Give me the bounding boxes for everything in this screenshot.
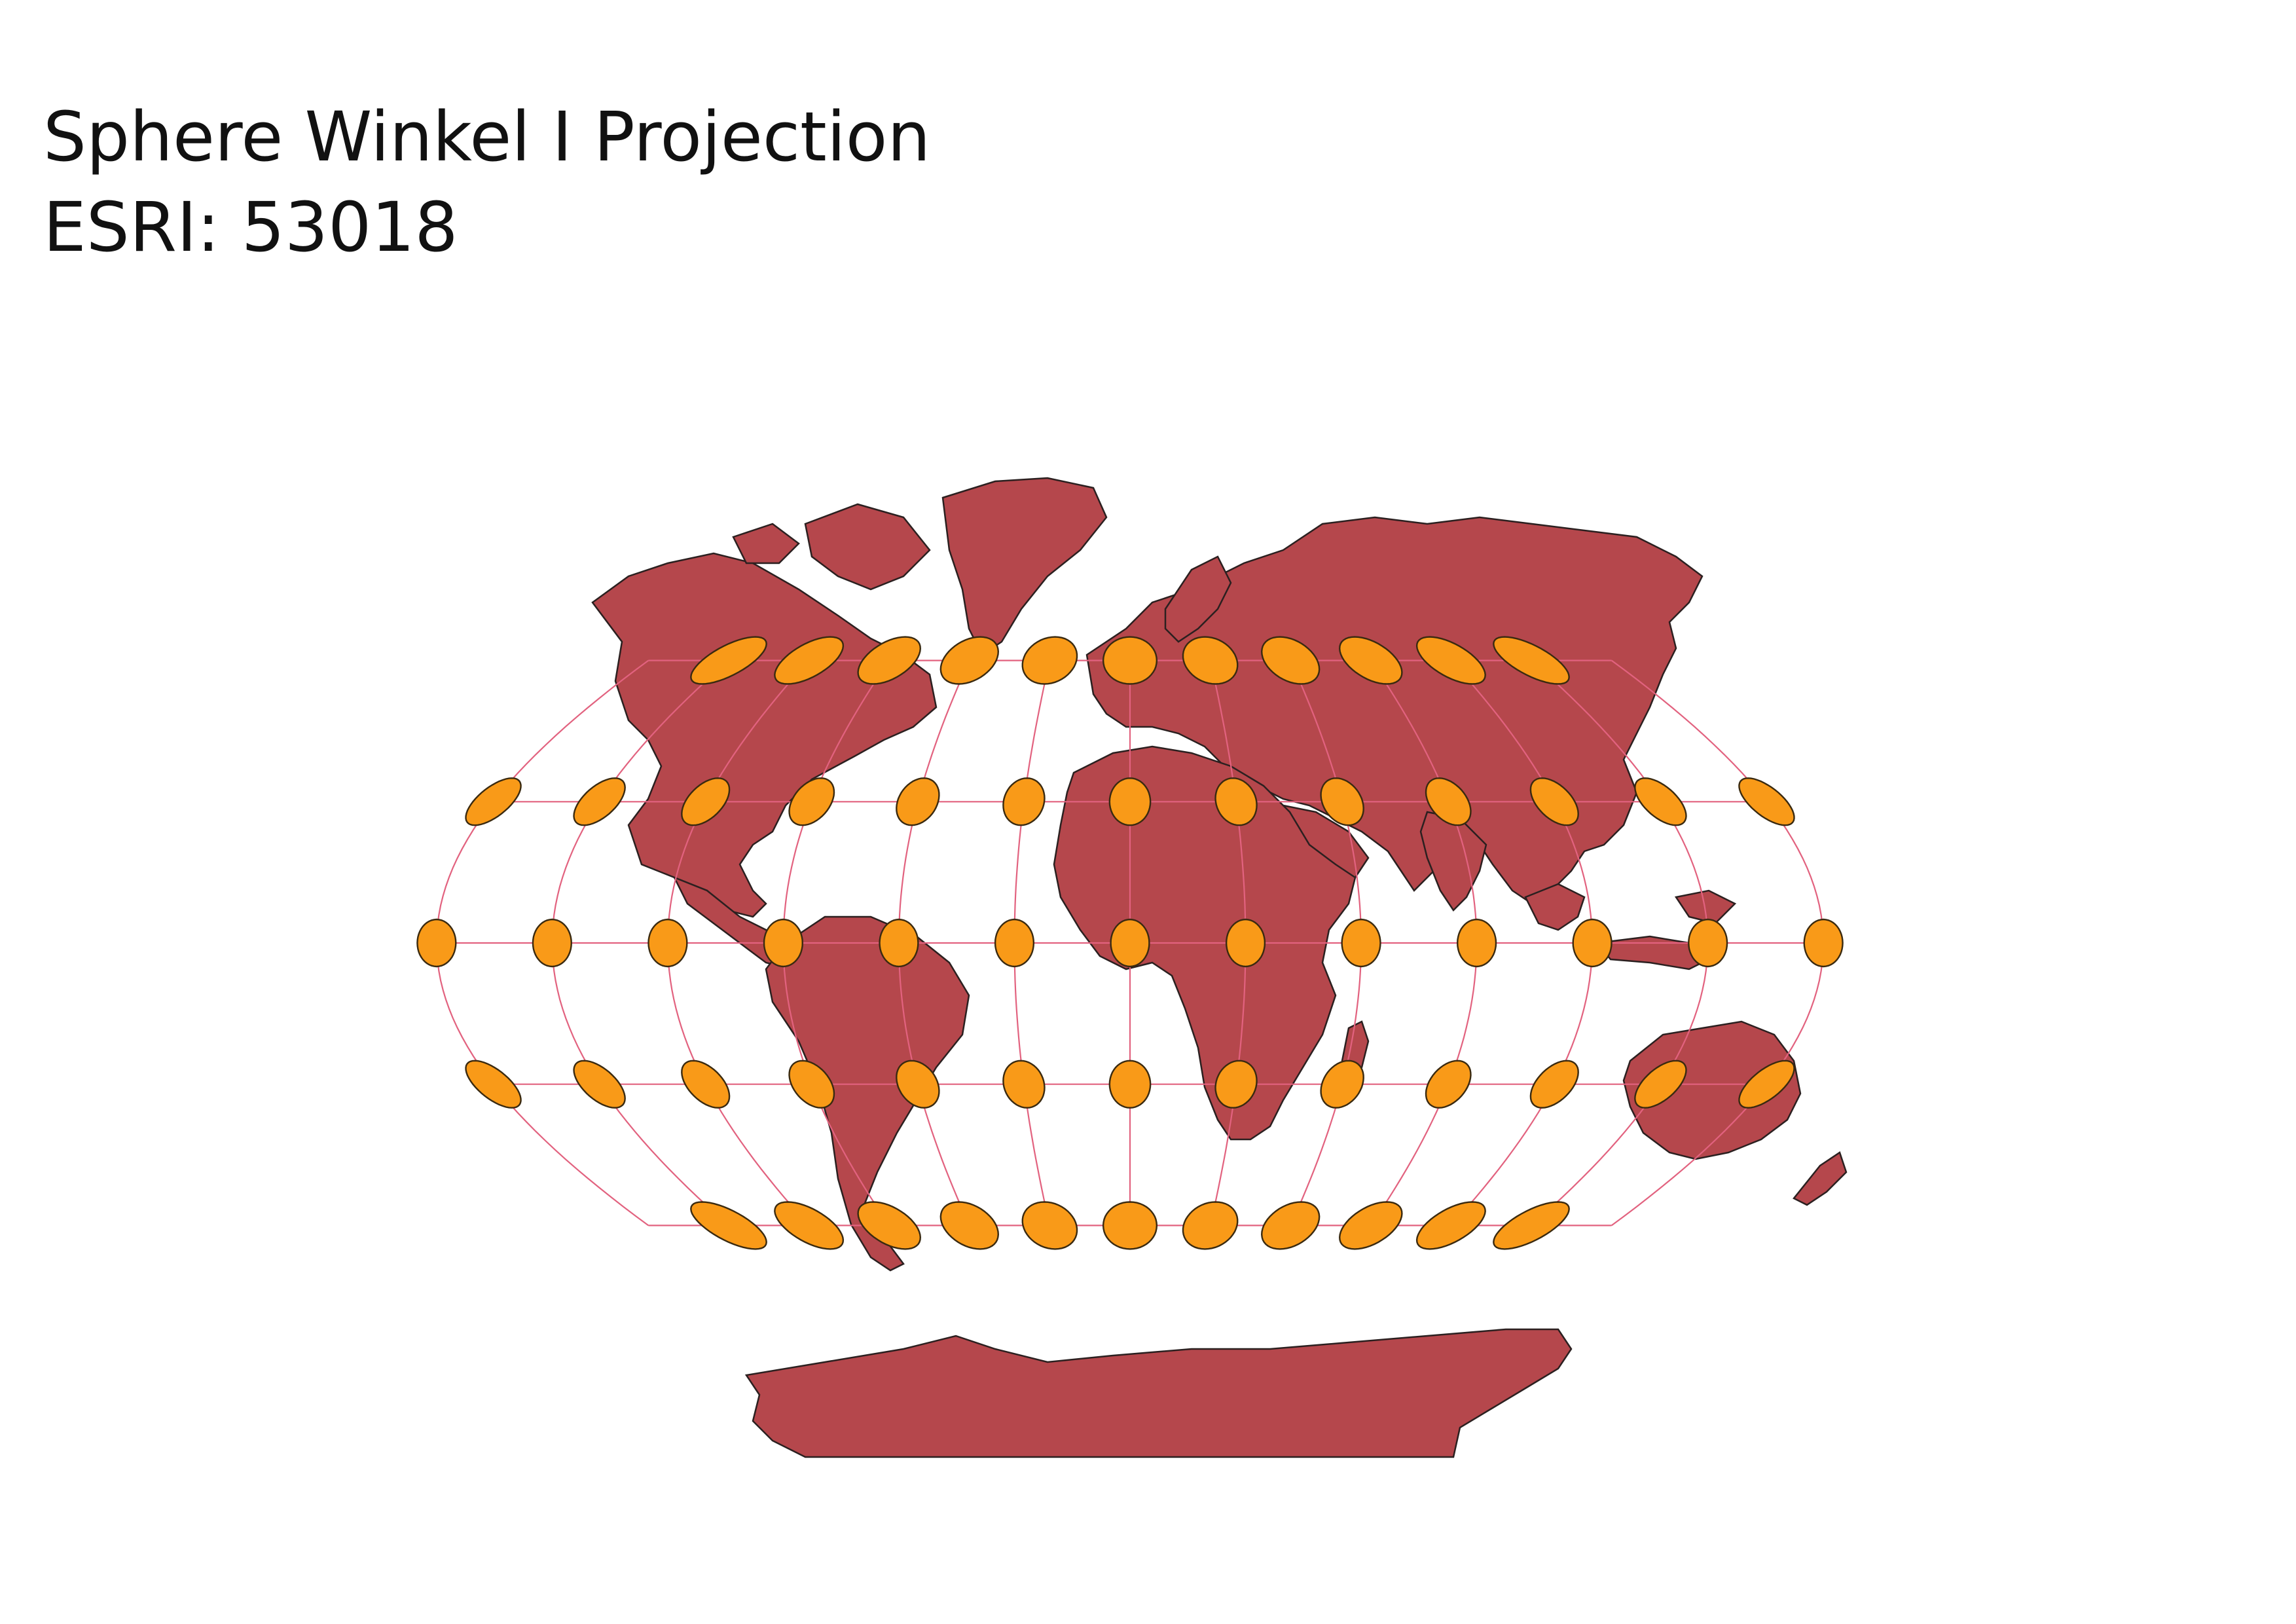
land-india — [1419, 811, 1487, 912]
tissot-ellipse — [1425, 777, 1472, 826]
tissot-ellipse — [1108, 777, 1152, 826]
tissot-ellipse — [1102, 636, 1158, 685]
map-title: Sphere Winkel I Projection — [43, 97, 931, 177]
tissot-ellipse — [681, 777, 731, 826]
tissot-ellipse — [1021, 636, 1078, 685]
tissot-ellipse — [1260, 636, 1321, 685]
tissot-ellipse — [1456, 918, 1497, 968]
tissot-ellipse — [1338, 636, 1403, 685]
tissot-ellipse — [1529, 1060, 1579, 1109]
tissot-ellipse — [690, 1201, 767, 1250]
tissot-ellipse — [1320, 777, 1364, 826]
tissot-ellipse — [939, 636, 1000, 685]
tissot-ellipse — [763, 918, 804, 968]
land-layer — [591, 477, 1848, 1458]
tissot-ellipse — [896, 777, 940, 826]
tissot-ellipse — [1415, 1201, 1486, 1250]
tissot-ellipse — [1260, 1201, 1321, 1250]
tissot-ellipse — [1320, 1060, 1364, 1109]
tissot-ellipse — [896, 1060, 940, 1109]
tissot-ellipse — [774, 636, 845, 685]
tissot-ellipse — [788, 1060, 835, 1109]
tissot-ellipse — [1493, 1201, 1570, 1250]
title-block: Sphere Winkel I Projection ESRI: 53018 — [43, 92, 930, 272]
land-north-america — [591, 552, 938, 918]
tissot-ellipse — [690, 636, 767, 685]
land-new-zealand — [1793, 1151, 1848, 1206]
tissot-ellipse — [1425, 1060, 1472, 1109]
tissot-ellipse — [1002, 777, 1046, 826]
tissot-ellipse — [994, 918, 1035, 968]
tissot-ellipse — [1214, 1060, 1258, 1109]
tissot-ellipse — [1102, 1201, 1158, 1250]
tissot-ellipse — [857, 1201, 922, 1250]
tissot-ellipse — [647, 918, 688, 968]
land-arctic-islands — [732, 503, 931, 591]
tissot-ellipse — [1002, 1060, 1046, 1109]
tissot-ellipse — [1225, 918, 1266, 968]
tissot-ellipse — [1021, 1201, 1078, 1250]
tissot-layer — [416, 636, 1844, 1250]
tissot-ellipse — [532, 918, 573, 968]
tissot-ellipse — [1738, 777, 1795, 826]
map-subtitle: ESRI: 53018 — [43, 187, 458, 267]
tissot-ellipse — [1634, 1060, 1687, 1109]
land-scandinavia — [1164, 555, 1232, 643]
tissot-ellipse — [1634, 777, 1687, 826]
tissot-ellipse — [573, 777, 626, 826]
tissot-ellipse — [857, 636, 922, 685]
tissot-ellipse — [573, 1060, 626, 1109]
tissot-ellipse — [465, 777, 522, 826]
tissot-ellipse — [1341, 918, 1381, 968]
tissot-ellipse — [1214, 777, 1258, 826]
tissot-ellipse — [939, 1201, 1000, 1250]
tissot-ellipse — [1110, 918, 1150, 968]
tissot-ellipse — [1338, 1201, 1403, 1250]
tissot-ellipse — [788, 777, 835, 826]
land-antarctica — [744, 1328, 1573, 1458]
tissot-ellipse — [1493, 636, 1570, 685]
land-greenland — [941, 477, 1108, 656]
tissot-ellipse — [879, 918, 919, 968]
tissot-ellipse — [465, 1060, 522, 1109]
tissot-ellipse — [1182, 636, 1239, 685]
tissot-ellipse — [416, 918, 457, 968]
land-australia — [1622, 1020, 1802, 1160]
tissot-ellipse — [1529, 777, 1579, 826]
tissot-ellipse — [1108, 1060, 1152, 1109]
tissot-ellipse — [1738, 1060, 1795, 1109]
tissot-ellipse — [1572, 918, 1613, 968]
tissot-ellipse — [1687, 918, 1728, 968]
tissot-ellipse — [1415, 636, 1486, 685]
tissot-ellipse — [1182, 1201, 1239, 1250]
tissot-ellipse — [1803, 918, 1844, 968]
tissot-ellipse — [774, 1201, 845, 1250]
tissot-ellipse — [681, 1060, 731, 1109]
